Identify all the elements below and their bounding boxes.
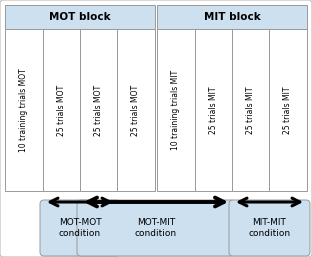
Text: MIT block: MIT block	[204, 12, 261, 22]
Bar	[232, 29, 269, 191]
Bar	[5, 5, 155, 29]
FancyBboxPatch shape	[77, 200, 235, 256]
Text: MOT block: MOT block	[49, 12, 111, 22]
Text: 10 training trials MOT: 10 training trials MOT	[19, 68, 28, 152]
Text: 25 trials MOT: 25 trials MOT	[57, 85, 66, 135]
Bar	[157, 29, 195, 191]
Bar	[195, 29, 232, 191]
Bar	[80, 29, 117, 191]
Text: 25 trials MIT: 25 trials MIT	[246, 86, 255, 134]
Bar	[5, 29, 43, 191]
Bar	[43, 29, 80, 191]
Text: 25 trials MIT: 25 trials MIT	[209, 86, 218, 134]
Text: 25 trials MOT: 25 trials MOT	[131, 85, 140, 135]
Text: MIT-MIT
condition: MIT-MIT condition	[248, 218, 290, 238]
Text: MOT-MIT
condition: MOT-MIT condition	[135, 218, 177, 238]
Text: 25 trials MOT: 25 trials MOT	[94, 85, 103, 135]
Bar	[157, 5, 307, 29]
Bar	[269, 29, 307, 191]
Text: MOT-MOT
condition: MOT-MOT condition	[59, 218, 101, 238]
Bar	[117, 29, 155, 191]
Text: 10 training trials MIT: 10 training trials MIT	[172, 70, 181, 150]
Text: 25 trials MIT: 25 trials MIT	[284, 86, 293, 134]
FancyBboxPatch shape	[229, 200, 310, 256]
FancyBboxPatch shape	[40, 200, 120, 256]
